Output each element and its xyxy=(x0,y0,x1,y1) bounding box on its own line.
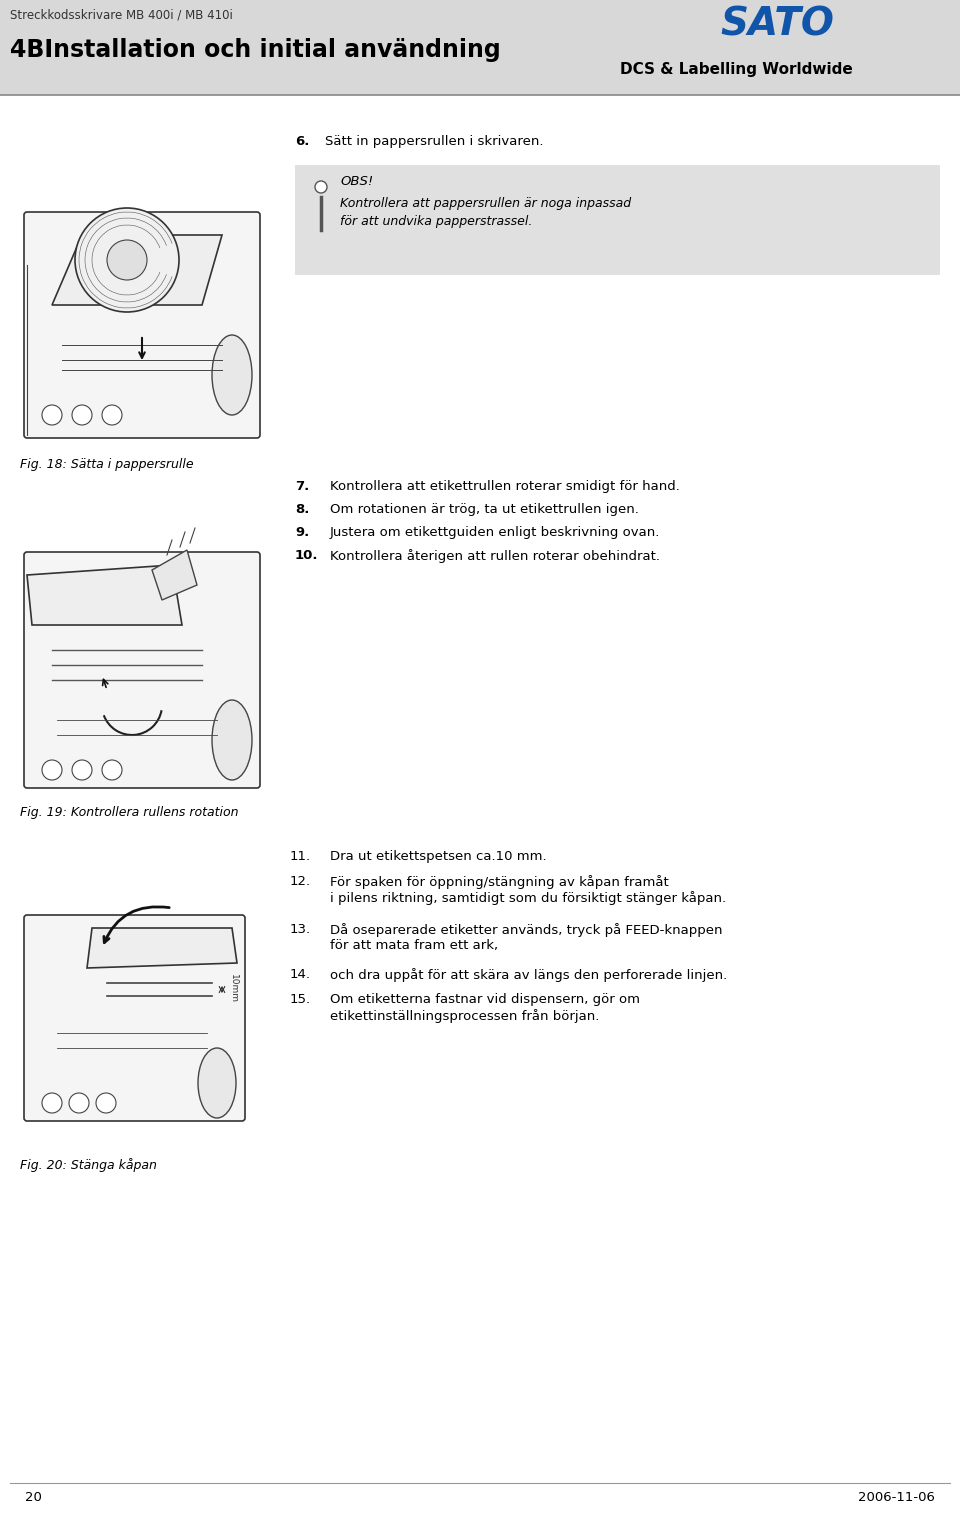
Ellipse shape xyxy=(198,1048,236,1117)
Text: För spaken för öppning/stängning av kåpan framåt: För spaken för öppning/stängning av kåpa… xyxy=(330,875,669,889)
Polygon shape xyxy=(52,235,222,304)
Bar xyxy=(295,165,940,276)
Circle shape xyxy=(72,760,92,780)
Bar xyxy=(0,0,960,30)
Circle shape xyxy=(315,182,327,192)
Text: 7.: 7. xyxy=(295,480,309,494)
Text: Fig. 19: Kontrollera rullens rotation: Fig. 19: Kontrollera rullens rotation xyxy=(20,805,238,819)
FancyBboxPatch shape xyxy=(24,553,260,787)
Text: etikettinställningsprocessen från början.: etikettinställningsprocessen från början… xyxy=(330,1008,599,1023)
Text: 10mm: 10mm xyxy=(229,974,238,1002)
Text: Kontrollera att etikettrullen roterar smidigt för hand.: Kontrollera att etikettrullen roterar sm… xyxy=(330,480,680,494)
Ellipse shape xyxy=(212,335,252,415)
Polygon shape xyxy=(87,928,237,967)
Circle shape xyxy=(102,406,122,425)
Circle shape xyxy=(96,1093,116,1113)
Circle shape xyxy=(42,406,62,425)
Circle shape xyxy=(42,760,62,780)
Circle shape xyxy=(75,207,179,312)
Circle shape xyxy=(69,1093,89,1113)
Polygon shape xyxy=(27,565,182,625)
Text: Dra ut etikettspetsen ca.10 mm.: Dra ut etikettspetsen ca.10 mm. xyxy=(330,849,546,863)
Text: Sätt in pappersrullen i skrivaren.: Sätt in pappersrullen i skrivaren. xyxy=(325,135,543,148)
Text: 11.: 11. xyxy=(290,849,311,863)
Text: DCS & Labelling Worldwide: DCS & Labelling Worldwide xyxy=(620,62,852,77)
Text: 13.: 13. xyxy=(290,924,311,936)
Text: 2006-11-06: 2006-11-06 xyxy=(858,1491,935,1503)
Text: 14.: 14. xyxy=(290,967,311,981)
Text: Fig. 18: Sätta i pappersrulle: Fig. 18: Sätta i pappersrulle xyxy=(20,459,194,471)
Text: Då oseparerade etiketter används, tryck på FEED-knappen: Då oseparerade etiketter används, tryck … xyxy=(330,924,723,937)
Text: 8.: 8. xyxy=(295,503,309,516)
Text: 6.: 6. xyxy=(295,135,309,148)
FancyBboxPatch shape xyxy=(24,914,245,1120)
Text: Kontrollera att pappersrullen är noga inpassad: Kontrollera att pappersrullen är noga in… xyxy=(340,197,631,210)
FancyBboxPatch shape xyxy=(24,212,260,438)
Text: SATO: SATO xyxy=(720,5,834,42)
Text: för att undvika papperstrassel.: för att undvika papperstrassel. xyxy=(340,215,533,229)
Text: Streckkodsskrivare MB 400i / MB 410i: Streckkodsskrivare MB 400i / MB 410i xyxy=(10,8,233,21)
Circle shape xyxy=(72,406,92,425)
Text: OBS!: OBS! xyxy=(340,176,373,188)
Text: Fig. 20: Stänga kåpan: Fig. 20: Stänga kåpan xyxy=(20,1158,156,1172)
Text: och dra uppåt för att skära av längs den perforerade linjen.: och dra uppåt för att skära av längs den… xyxy=(330,967,728,983)
Text: 9.: 9. xyxy=(295,525,309,539)
Circle shape xyxy=(107,241,147,280)
Text: 10.: 10. xyxy=(295,550,319,562)
Text: för att mata fram ett ark,: för att mata fram ett ark, xyxy=(330,939,498,952)
Circle shape xyxy=(42,1093,62,1113)
Text: Om etiketterna fastnar vid dispensern, gör om: Om etiketterna fastnar vid dispensern, g… xyxy=(330,993,640,1005)
Bar xyxy=(700,0,960,62)
Text: i pilens riktning, samtidigt som du försiktigt stänger kåpan.: i pilens riktning, samtidigt som du förs… xyxy=(330,892,726,905)
Text: 15.: 15. xyxy=(290,993,311,1005)
Text: Kontrollera återigen att rullen roterar obehindrat.: Kontrollera återigen att rullen roterar … xyxy=(330,550,660,563)
Polygon shape xyxy=(152,550,197,600)
Text: 12.: 12. xyxy=(290,875,311,889)
Circle shape xyxy=(102,760,122,780)
Bar xyxy=(0,30,960,95)
Text: 20: 20 xyxy=(25,1491,42,1503)
Ellipse shape xyxy=(212,699,252,780)
Text: 4BInstallation och initial användning: 4BInstallation och initial användning xyxy=(10,38,501,62)
Text: Om rotationen är trög, ta ut etikettrullen igen.: Om rotationen är trög, ta ut etikettrull… xyxy=(330,503,638,516)
Text: Justera om etikettguiden enligt beskrivning ovan.: Justera om etikettguiden enligt beskrivn… xyxy=(330,525,660,539)
